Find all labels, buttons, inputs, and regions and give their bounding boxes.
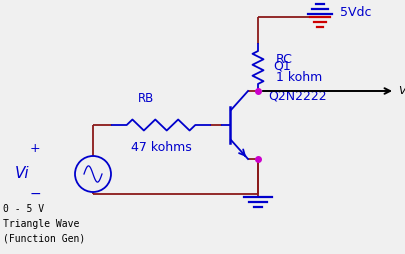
Text: 5Vdc: 5Vdc — [339, 6, 371, 19]
Text: 47 kohms: 47 kohms — [130, 141, 191, 154]
Text: Q2N2222: Q2N2222 — [267, 89, 326, 103]
Text: 1 kohm: 1 kohm — [275, 71, 322, 84]
Text: Q1: Q1 — [272, 59, 290, 72]
Text: −: − — [29, 187, 41, 201]
Text: RC: RC — [275, 53, 292, 66]
Text: +: + — [30, 142, 40, 155]
Text: VCC: VCC — [339, 0, 365, 2]
Text: Vi: Vi — [15, 167, 29, 182]
Text: Vo: Vo — [397, 86, 405, 96]
Text: 0 - 5 V
Triangle Wave
(Function Gen): 0 - 5 V Triangle Wave (Function Gen) — [3, 204, 85, 244]
Text: RB: RB — [138, 92, 154, 105]
